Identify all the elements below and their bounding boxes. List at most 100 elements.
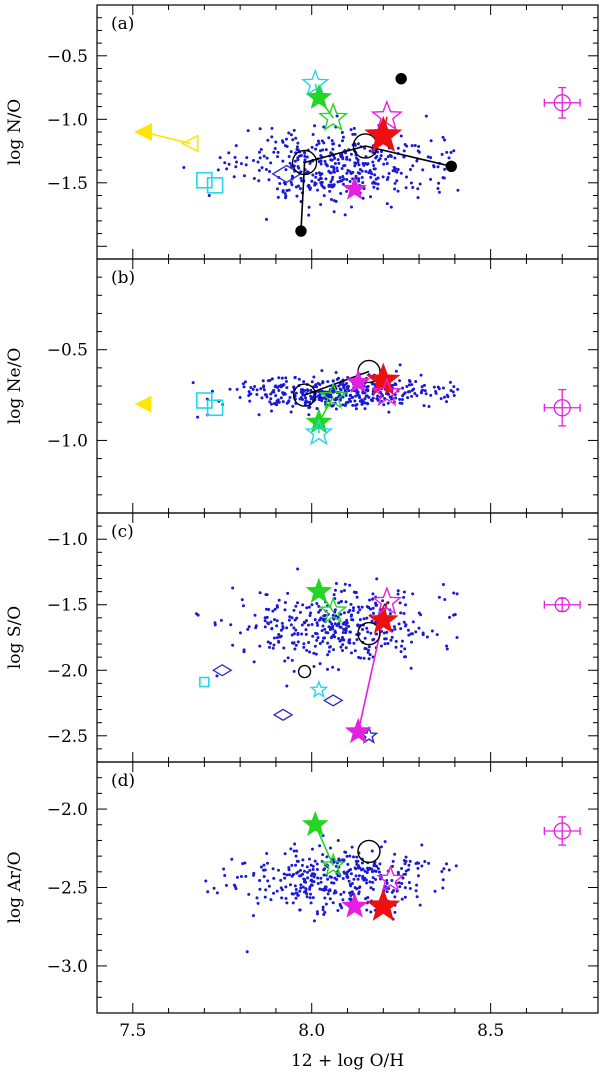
panel-d-ar-over-o: −3.0 −2.5 −2.0 log Ar/O (d) [5,761,599,1014]
sample-point [315,407,319,411]
sample-point [421,633,425,637]
yellow-arrow-open-marker [180,134,199,153]
sample-point [321,853,325,857]
sample-point [336,668,340,672]
sample-point [241,604,245,608]
sample-point [414,630,418,634]
sample-point [289,133,293,137]
sample-point [293,375,297,379]
sample-point [269,898,273,902]
sample-point [341,648,344,652]
sample-point [390,879,394,883]
sample-point [345,155,349,159]
sample-point [296,148,300,152]
sample-point [279,396,283,400]
sample-point [263,625,267,629]
sample-point [355,862,359,866]
sample-point [323,613,327,617]
sample-point [364,388,368,392]
sample-point [322,913,326,917]
sample-point [343,213,347,217]
sample-point [445,644,449,648]
sample-point [321,640,325,644]
sample-point [395,179,399,183]
sample-point [365,162,369,166]
sample-point [315,910,319,914]
sample-point [278,182,282,186]
sample-point [429,393,433,397]
sample-point [287,131,291,135]
sample-point [265,593,269,597]
sample-point [315,602,319,606]
sample-point [292,632,296,636]
connector-line [365,145,452,168]
sample-point [338,179,342,183]
sample-point [283,852,287,856]
sample-point [304,396,308,400]
sample-point [272,643,276,647]
sample-point [344,850,348,854]
sample-point [292,128,296,132]
sample-point [251,387,255,391]
sample-point [350,881,354,885]
green-star-filled-marker [305,83,333,110]
sample-point [442,176,446,180]
sample-point [322,194,326,198]
sample-point [341,175,345,178]
sample-point [347,397,351,401]
sample-point [266,879,270,883]
sample-point [241,382,245,386]
sample-point [436,186,440,190]
sample-point [354,404,357,408]
sample-point [294,896,298,900]
sample-point [456,387,460,391]
sample-point [279,878,283,882]
sample-point [396,168,400,171]
sample-point [244,874,248,878]
sample-point [295,871,299,875]
sample-point [385,630,389,634]
sample-point [382,631,386,635]
sample-point [374,632,378,636]
sample-point [445,647,449,651]
sample-point [332,593,336,597]
sample-point [317,604,321,608]
sample-point [373,173,377,177]
sample-point [363,876,367,880]
sample-point [392,625,396,629]
error-bar-marker [543,597,581,613]
sample-point [251,158,255,162]
sample-point [371,611,375,615]
black-circle-1-marker [291,149,318,176]
sample-point [300,623,304,627]
sample-point [341,395,345,399]
y-tick-label: −2.5 [47,879,88,899]
sample-point [339,599,343,603]
sample-point [397,881,401,885]
sample-point [308,868,312,872]
sample-point [429,139,433,143]
sample-point [345,875,349,879]
sample-point [329,180,333,184]
sample-point [320,629,324,633]
sample-point [403,886,407,890]
background-sample-points [204,834,458,954]
sample-point [400,398,404,402]
sample-point [294,628,298,632]
sample-point [257,179,261,183]
sample-point [361,867,365,871]
sample-point [366,630,370,634]
sample-point [349,205,353,209]
sample-point [375,577,379,581]
sample-point [338,625,342,629]
sample-point [323,896,327,900]
sample-point [416,196,420,200]
sample-point [285,901,289,905]
sample-point [425,635,429,639]
sample-point [409,666,413,670]
sample-point [264,217,268,221]
sample-point [258,644,262,648]
sample-point [362,617,366,621]
sample-point [267,608,271,612]
sample-point [375,397,379,401]
